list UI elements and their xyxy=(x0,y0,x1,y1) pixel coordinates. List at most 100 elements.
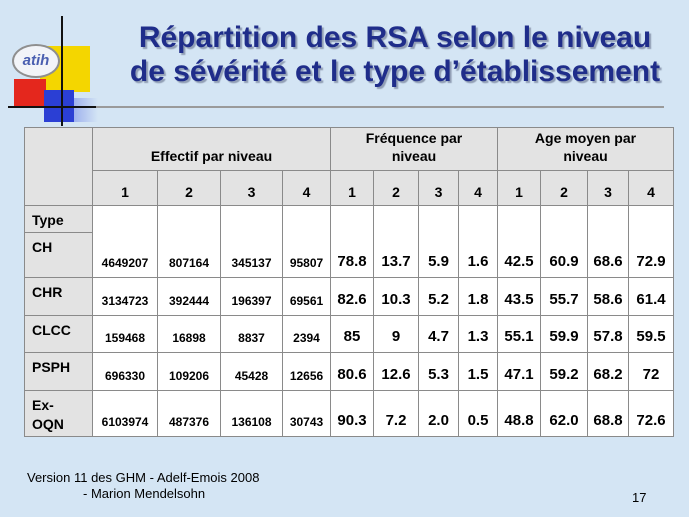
header-age-moyen-label: Age moyen par niveau xyxy=(534,130,637,164)
effectif-cell: 109206 xyxy=(157,352,221,391)
frequence-cell: 85 xyxy=(330,315,374,353)
effectif-cell: 8837 xyxy=(220,315,283,353)
atih-logo: atih xyxy=(0,0,110,130)
table-row-clcc: CLCC 159468 16898 8837 2394 85 9 4.7 1.3 55.1 59.9… xyxy=(24,315,674,353)
effectif-cell: 12656 xyxy=(282,352,331,391)
level-header-age-4: 4 xyxy=(628,170,674,206)
slide-title: Répartition des RSA selon le niveau de s… xyxy=(108,21,682,89)
effectif-cell: 807164 xyxy=(157,205,221,278)
age_moyen-cell: 59.5 xyxy=(628,315,674,353)
age_moyen-cell: 55.1 xyxy=(497,315,541,353)
level-header-frequence-2: 2 xyxy=(373,170,419,206)
effectif-cell: 6103974 xyxy=(92,390,158,437)
frequence-cell: 10.3 xyxy=(373,277,419,316)
header-effectif-label: Effectif par niveau xyxy=(150,148,273,164)
table-row-type: Type 4649207 807164 345137 95807 78.8 13.7 5.9 1… xyxy=(24,205,674,278)
row-label: CLCC xyxy=(24,315,93,353)
row-label: PSPH xyxy=(24,352,93,391)
age_moyen-cell: 55.7 xyxy=(540,277,588,316)
footer-source-line1: Version 11 des GHM - Adelf-Emois 2008 xyxy=(27,470,260,485)
age_moyen-cell: 43.5 xyxy=(497,277,541,316)
age_moyen-cell: 60.9 xyxy=(540,205,588,278)
age_moyen-cell: 72 xyxy=(628,352,674,391)
effectif-cell: 345137 xyxy=(220,205,283,278)
effectif-cell: 196397 xyxy=(220,277,283,316)
age_moyen-cell: 68.6 xyxy=(587,205,629,278)
table-header-row-levels: 1 2 3 4 1 2 3 4 1 2 3 4 xyxy=(25,170,674,206)
logo-oval: atih xyxy=(12,44,60,78)
frequence-cell: 2.0 xyxy=(418,390,459,437)
level-header-frequence-3: 3 xyxy=(418,170,459,206)
frequence-cell: 12.6 xyxy=(373,352,419,391)
age_moyen-cell: 62.0 xyxy=(540,390,588,437)
table-row-ex-oqn: Ex-OQN 6103974 487376 136108 30743 90.3 7.2 2.0… xyxy=(24,390,674,437)
age_moyen-cell: 47.1 xyxy=(497,352,541,391)
frequence-cell: 0.5 xyxy=(458,390,498,437)
level-header-age-3: 3 xyxy=(587,170,629,206)
logo-vertical-line xyxy=(61,16,63,126)
header-effectif: Effectif par niveau xyxy=(92,127,331,171)
frequence-cell: 1.3 xyxy=(458,315,498,353)
header-frequence-label: Fréquence par niveau xyxy=(365,130,463,164)
effectif-cell: 696330 xyxy=(92,352,158,391)
level-header-age-2: 2 xyxy=(540,170,588,206)
frequence-cell: 78.8 xyxy=(330,205,374,278)
frequence-cell: 5.9 xyxy=(418,205,459,278)
row-label-type: Type xyxy=(24,205,93,233)
effectif-cell: 30743 xyxy=(282,390,331,437)
level-header-effectif-3: 3 xyxy=(220,170,283,206)
frequence-cell: 5.2 xyxy=(418,277,459,316)
slide-title-line2: de sévérité et le type d’établissement xyxy=(129,55,661,88)
age_moyen-cell: 68.8 xyxy=(587,390,629,437)
row-label: CHR xyxy=(24,277,93,316)
frequence-cell: 4.7 xyxy=(418,315,459,353)
frequence-cell: 82.6 xyxy=(330,277,374,316)
effectif-cell: 487376 xyxy=(157,390,221,437)
header-age-moyen: Age moyen par niveau xyxy=(497,127,674,171)
rsa-table: Effectif par niveau Fréquence par niveau… xyxy=(24,127,674,437)
table-row-chr: CHR 3134723 392444 196397 69561 82.6 10.3 5.2 1.… xyxy=(24,277,674,316)
frequence-cell: 9 xyxy=(373,315,419,353)
effectif-cell: 2394 xyxy=(282,315,331,353)
age_moyen-cell: 68.2 xyxy=(587,352,629,391)
effectif-cell: 69561 xyxy=(282,277,331,316)
age_moyen-cell: 59.9 xyxy=(540,315,588,353)
row-label: Ex-OQN xyxy=(24,390,93,437)
frequence-cell: 1.6 xyxy=(458,205,498,278)
age_moyen-cell: 72.6 xyxy=(628,390,674,437)
frequence-cell: 1.8 xyxy=(458,277,498,316)
effectif-cell: 4649207 xyxy=(92,205,158,278)
logo-fade-block xyxy=(74,98,98,122)
level-header-frequence-4: 4 xyxy=(458,170,498,206)
footer-source-line2: - Marion Mendelsohn xyxy=(83,486,206,501)
age_moyen-cell: 58.6 xyxy=(587,277,629,316)
header-frequence: Fréquence par niveau xyxy=(330,127,498,171)
table-row-ch: CH xyxy=(24,232,674,278)
effectif-cell: 136108 xyxy=(220,390,283,437)
effectif-cell: 95807 xyxy=(282,205,331,278)
logo-red-block xyxy=(14,79,46,107)
effectif-cell: 45428 xyxy=(220,352,283,391)
table-row-psph: PSPH 696330 109206 45428 12656 80.6 12.6 5.3 1.5… xyxy=(24,352,674,391)
effectif-cell: 392444 xyxy=(157,277,221,316)
effectif-cell: 159468 xyxy=(92,315,158,353)
title-divider xyxy=(96,106,664,108)
table-body: Type 4649207 807164 345137 95807 78.8 13.7 5.9 1… xyxy=(24,205,674,437)
age_moyen-cell: 72.9 xyxy=(628,205,674,278)
level-header-effectif-1: 1 xyxy=(92,170,158,206)
effectif-cell: 16898 xyxy=(157,315,221,353)
row-label: CH xyxy=(24,232,93,278)
frequence-cell: 13.7 xyxy=(373,205,419,278)
frequence-cell: 80.6 xyxy=(330,352,374,391)
age_moyen-cell: 42.5 xyxy=(497,205,541,278)
effectif-cell: 3134723 xyxy=(92,277,158,316)
frequence-cell: 90.3 xyxy=(330,390,374,437)
age_moyen-cell: 61.4 xyxy=(628,277,674,316)
table-header-row-groups: Effectif par niveau Fréquence par niveau… xyxy=(24,127,674,206)
age_moyen-cell: 57.8 xyxy=(587,315,629,353)
level-header-frequence-1: 1 xyxy=(330,170,374,206)
level-header-effectif-4: 4 xyxy=(282,170,331,206)
page-number: 17 xyxy=(632,490,647,505)
slide-title-line1: Répartition des RSA selon le niveau xyxy=(138,21,652,54)
frequence-cell: 5.3 xyxy=(418,352,459,391)
